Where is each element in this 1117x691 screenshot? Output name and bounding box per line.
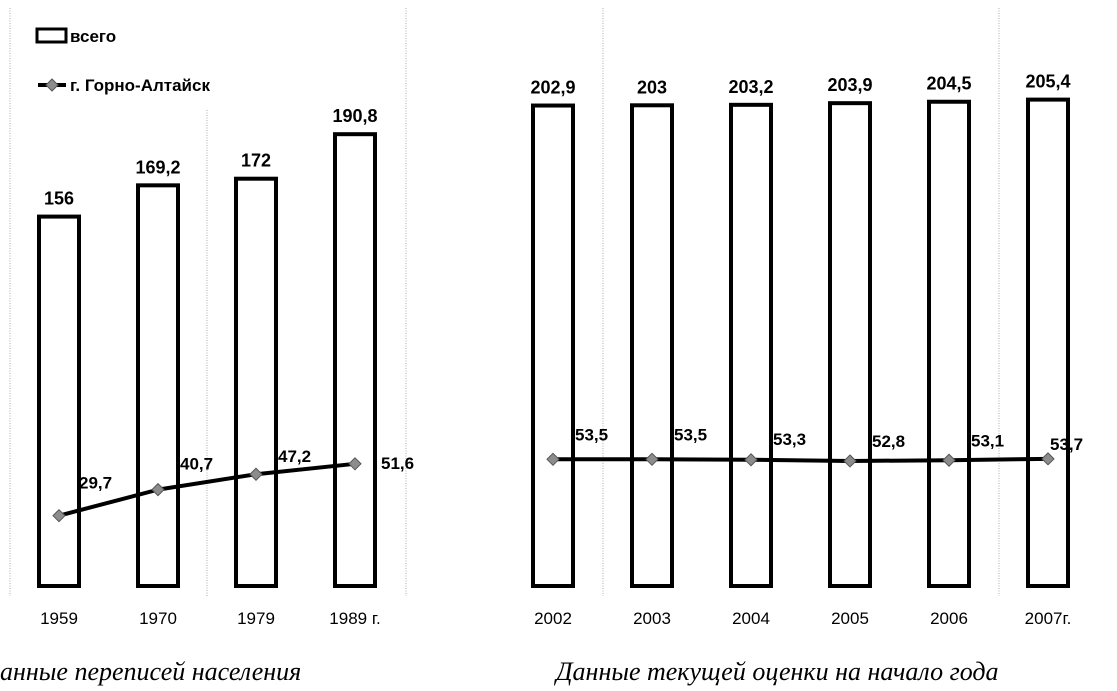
line-value-label: 52,8 — [872, 432, 905, 451]
x-tick-label: 1989 г. — [329, 609, 380, 628]
line-value-label: 53,1 — [971, 431, 1004, 450]
line-value-label: 51,6 — [381, 454, 414, 473]
legend: всего г. Горно-Алтайск — [35, 27, 210, 95]
x-tick-label: 2007г. — [1025, 609, 1072, 628]
series-line — [58, 461, 356, 518]
line-marker — [645, 452, 659, 467]
estimate-chart-caption: Данные текущей оценки на начало года — [553, 657, 999, 686]
bar-value-label: 205,4 — [1025, 72, 1070, 92]
bar-value-label: 203,2 — [728, 77, 773, 97]
bar — [630, 103, 674, 589]
bar-value-label: 190,8 — [332, 106, 377, 126]
legend-line-label: г. Горно-Алтайск — [70, 76, 210, 95]
line-marker — [546, 452, 560, 467]
legend-bar-swatch — [35, 27, 68, 44]
line-marker — [52, 508, 66, 523]
bar-value-label: 156 — [44, 189, 74, 209]
bar-value-label: 169,2 — [135, 157, 180, 177]
line-marker — [348, 457, 362, 471]
line-value-label: 47,2 — [278, 447, 311, 466]
x-tick-label: 2006 — [930, 609, 968, 628]
line-value-label: 53,3 — [773, 430, 806, 449]
bar — [1026, 97, 1070, 589]
line-value-label: 53,7 — [1050, 435, 1083, 454]
line-marker — [744, 453, 758, 467]
x-tick-label: 2002 — [534, 609, 572, 628]
series-line — [553, 456, 1049, 463]
line-value-label: 40,7 — [180, 455, 213, 474]
line-marker — [151, 482, 165, 497]
bar-value-label: 172 — [241, 151, 271, 171]
x-tick-label: 2003 — [633, 609, 671, 628]
line-value-label: 53,5 — [674, 425, 707, 444]
bar — [531, 103, 575, 588]
bar — [234, 176, 278, 588]
bar-value-label: 202,9 — [530, 78, 575, 98]
bar-value-label: 204,5 — [926, 74, 971, 94]
legend-bars-label: всего — [70, 27, 116, 46]
x-tick-label: 1970 — [139, 609, 177, 628]
x-tick-label: 1959 — [40, 609, 78, 628]
x-tick-label: 1979 — [237, 609, 275, 628]
bar-value-label: 203,9 — [827, 75, 872, 95]
bar-value-label: 203 — [637, 77, 667, 97]
census-chart: 156 1959 169,2 1970 172 1979 190,8 1989 г. 29,7 4… — [9, 8, 414, 628]
line-marker — [942, 453, 956, 467]
line-marker — [1041, 452, 1055, 466]
x-tick-label: 2004 — [732, 609, 770, 628]
line-value-label: 29,7 — [79, 474, 112, 493]
bar — [136, 183, 180, 588]
bar — [333, 132, 377, 588]
bar — [828, 101, 872, 589]
x-tick-label: 2005 — [831, 609, 869, 628]
bar — [729, 102, 773, 589]
bar — [927, 99, 971, 589]
legend-marker-icon — [45, 78, 59, 92]
line-marker — [249, 467, 263, 481]
line-marker — [843, 454, 857, 468]
estimate-chart: 202,9 2002 203 2003 203,2 2004 203,9 2005 204,5 2… — [530, 8, 1083, 628]
census-chart-caption: анные переписей населения — [0, 657, 301, 686]
bar — [37, 214, 81, 588]
line-value-label: 53,5 — [575, 425, 608, 444]
